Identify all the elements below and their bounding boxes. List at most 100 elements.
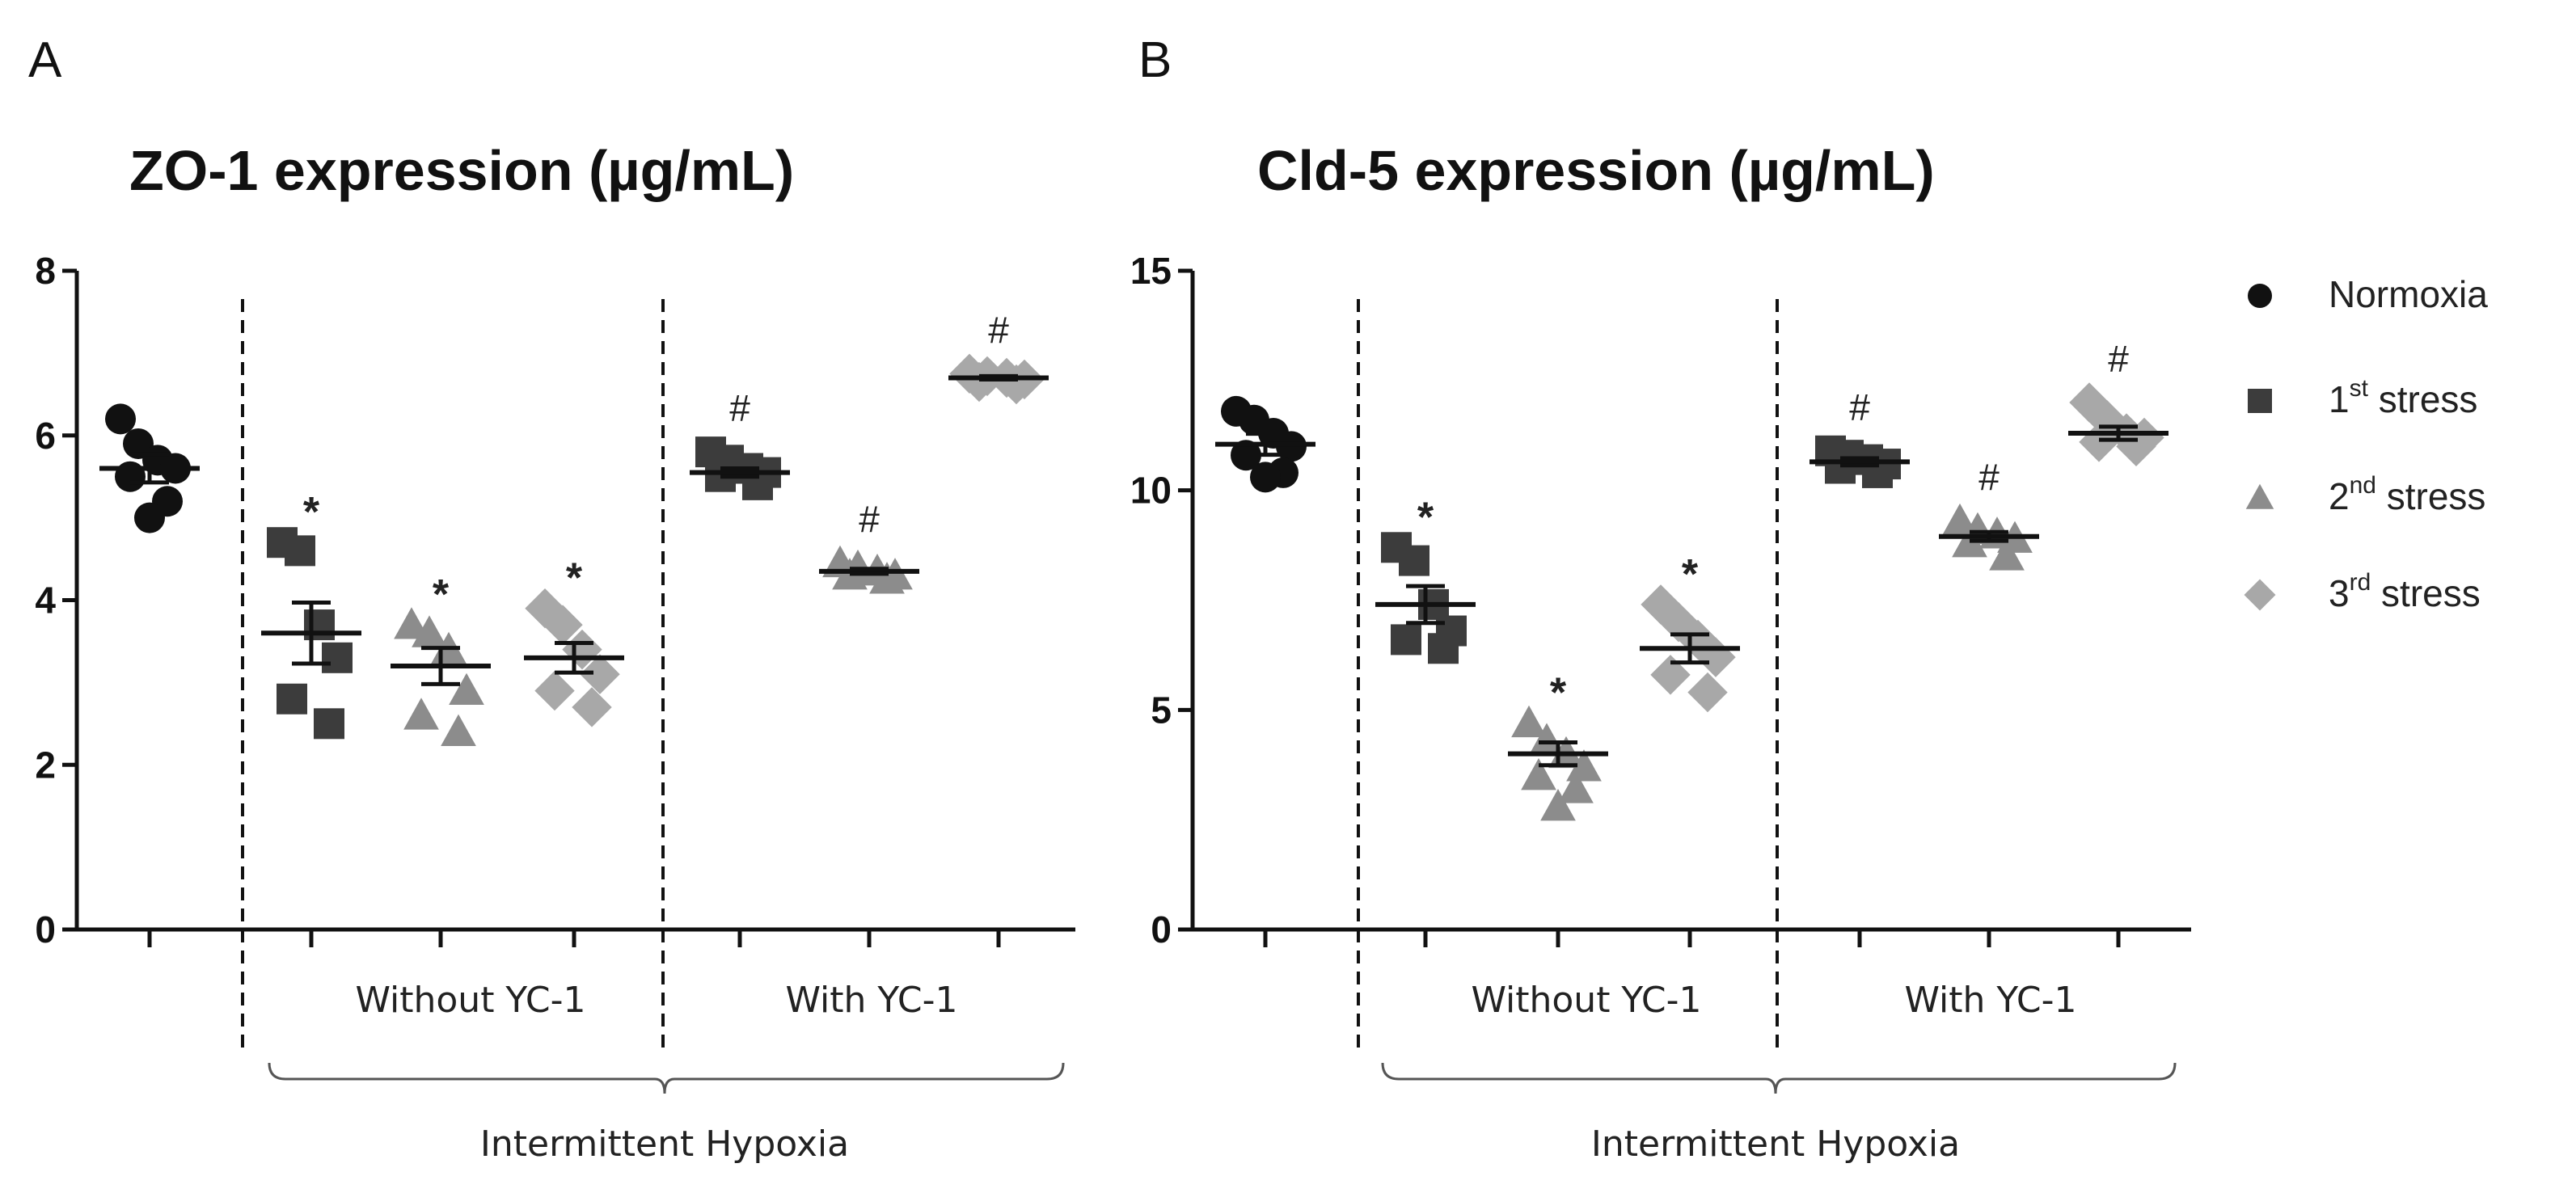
hypoxia-bracket	[1381, 1062, 2177, 1094]
group-2nd-stress: #	[1939, 457, 2039, 571]
data-point	[115, 461, 146, 492]
data-point	[277, 683, 307, 715]
data-point	[580, 654, 620, 694]
data-point	[1250, 462, 1281, 493]
legend-marker-circle-icon	[2248, 284, 2272, 308]
group-2nd-stress: #	[819, 499, 919, 594]
chart-title: Cld-5 expression (µg/mL)	[1257, 139, 1935, 202]
data-point	[1696, 637, 1736, 677]
group-3rd-stress: #	[948, 309, 1049, 405]
group-3rd-stress: *	[1640, 551, 1740, 713]
legend-label: Normoxia	[2329, 273, 2488, 315]
significance-marker: #	[859, 499, 880, 541]
data-point	[394, 607, 429, 639]
data-point	[1521, 757, 1556, 790]
legend-label: 3rd stress	[2329, 569, 2481, 614]
y-tick-label: 4	[35, 580, 56, 622]
data-point	[1678, 619, 1718, 660]
data-point	[2116, 426, 2156, 467]
significance-marker: #	[1849, 386, 1870, 428]
hypoxia-bracket	[268, 1062, 1065, 1094]
significance-marker: #	[988, 309, 1009, 351]
significance-marker: *	[1417, 494, 1434, 541]
y-tick-label: 8	[35, 250, 56, 292]
data-point	[1391, 624, 1421, 656]
legend: Normoxia 1st stress 2nd stress 3rd stress	[2244, 273, 2488, 614]
significance-marker: #	[729, 387, 750, 429]
data-point	[1687, 672, 1728, 713]
data-point	[869, 562, 905, 594]
data-point	[572, 687, 612, 727]
data-point	[2069, 382, 2109, 423]
legend-marker-square-icon	[2248, 389, 2272, 413]
legend-marker-diamond-icon	[2244, 579, 2276, 611]
y-tick-label: 5	[1151, 689, 1172, 731]
data-point	[1540, 789, 1576, 821]
block-label: With YC-1	[786, 980, 958, 1021]
data-point	[1428, 633, 1459, 664]
data-point	[1511, 705, 1547, 738]
data-point	[2087, 400, 2127, 441]
significance-marker: *	[1550, 670, 1567, 717]
legend-item: 3rd stress	[2244, 569, 2481, 614]
data-point	[412, 615, 447, 647]
significance-marker: #	[2108, 338, 2129, 380]
data-point	[1399, 545, 1429, 576]
panel-letter: B	[1138, 32, 1172, 88]
data-point	[2079, 422, 2119, 462]
data-point	[959, 361, 999, 403]
group-normoxia	[99, 403, 200, 533]
data-point	[304, 609, 335, 641]
group-1st-stress: *	[261, 489, 361, 740]
legend-label: 2nd stress	[2329, 472, 2485, 517]
group-2nd-stress: *	[391, 571, 491, 746]
data-point	[134, 502, 165, 533]
legend-label: 1st stress	[2329, 375, 2477, 420]
y-tick-label: 6	[35, 415, 56, 457]
y-tick-label: 10	[1130, 470, 1172, 512]
group-1st-stress: #	[1810, 386, 1910, 488]
block-label: With YC-1	[1905, 980, 2077, 1021]
legend-item: 2nd stress	[2245, 472, 2485, 517]
y-tick-label: 15	[1130, 250, 1172, 292]
legend-marker-triangle-icon	[2245, 483, 2274, 509]
significance-marker: #	[1978, 457, 2000, 499]
significance-marker: *	[303, 489, 320, 536]
chart-title: ZO-1 expression (µg/mL)	[129, 139, 794, 202]
group-3rd-stress: *	[524, 555, 624, 727]
significance-marker: *	[433, 571, 450, 618]
legend-item: 1st stress	[2248, 375, 2477, 420]
group-normoxia	[1215, 395, 1315, 493]
data-point	[441, 714, 476, 746]
data-point	[1529, 723, 1565, 755]
data-point	[534, 670, 575, 711]
panel-b: B Cld-5 expression (µg/mL) 0 5 10 15 Without Y…	[1130, 32, 2191, 1165]
data-point	[543, 605, 583, 645]
panel-letter: A	[28, 32, 62, 88]
group-2nd-stress: *	[1508, 670, 1608, 821]
block-label: Without YC-1	[1471, 980, 1701, 1021]
data-point	[285, 535, 315, 567]
data-point	[1658, 601, 1699, 643]
block-label: Without YC-1	[355, 980, 585, 1021]
legend-item: Normoxia	[2248, 273, 2488, 315]
data-point	[105, 403, 136, 435]
y-tick-label: 0	[1151, 908, 1172, 951]
data-point	[314, 708, 344, 740]
group-1st-stress: #	[690, 387, 790, 500]
data-point	[403, 698, 439, 730]
panel-a: A ZO-1 expression (µg/mL) 0 2 4 6 8 Without YC-…	[28, 32, 1075, 1165]
data-point	[322, 642, 353, 673]
group-1st-stress: *	[1375, 494, 1476, 664]
data-point	[449, 672, 484, 706]
data-point	[1641, 584, 1681, 625]
group-3rd-stress: #	[2068, 338, 2168, 467]
significance-marker: *	[1682, 551, 1699, 598]
bracket-label: Intermittent Hypoxia	[480, 1123, 849, 1165]
significance-marker: *	[566, 555, 583, 602]
y-tick-label: 0	[35, 908, 56, 951]
data-point	[1558, 771, 1594, 803]
data-point	[1989, 538, 2025, 571]
bracket-label: Intermittent Hypoxia	[1591, 1123, 1960, 1165]
